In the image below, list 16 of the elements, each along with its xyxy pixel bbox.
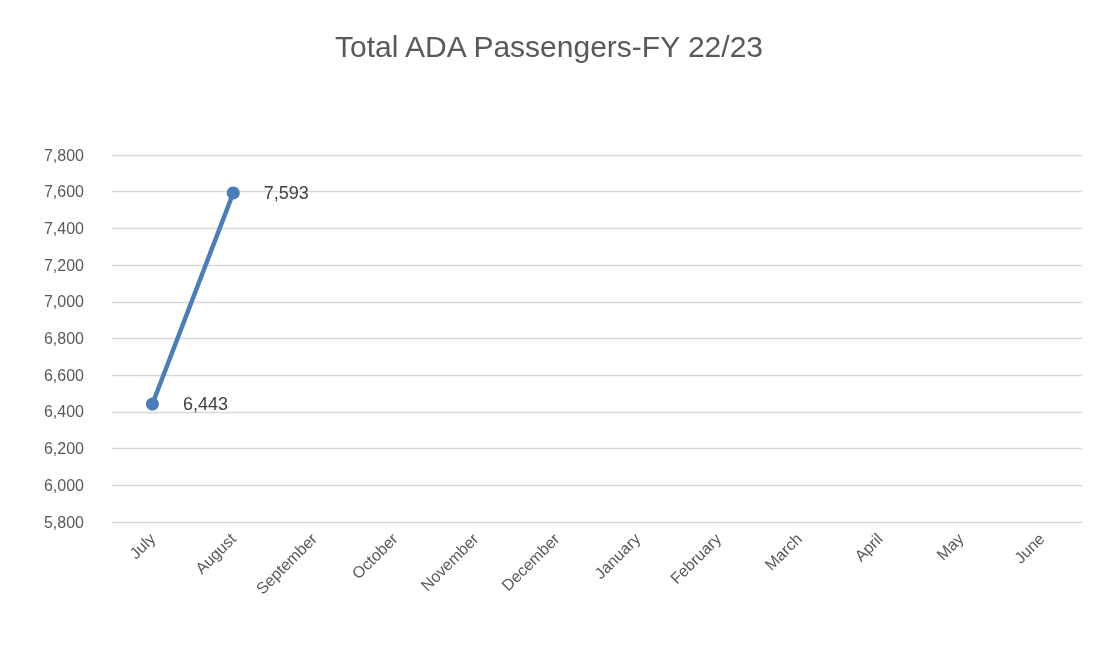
y-tick-label: 6,800 (43, 330, 85, 347)
chart-title: Total ADA Passengers-FY 22/23 (334, 29, 764, 63)
y-tick-label: 7,200 (43, 256, 85, 274)
y-tick-label: 7,000 (43, 293, 85, 311)
y-tick-label: 5,800 (43, 513, 85, 531)
y-tick-label: 6,000 (43, 476, 85, 494)
y-tick-label: 7,600 (43, 183, 85, 201)
x-tick-label: July (126, 529, 159, 563)
y-tick-label: 7,800 (43, 146, 85, 164)
y-tick-label: 7,400 (43, 219, 85, 237)
data-label: 7,593 (263, 182, 309, 203)
y-tick-label: 6,600 (43, 366, 85, 384)
y-tick-label: 6,400 (43, 403, 85, 421)
data-label: 6,443 (182, 394, 228, 415)
x-tick-label: May (933, 529, 967, 564)
y-tick-label: 6,200 (43, 440, 85, 458)
